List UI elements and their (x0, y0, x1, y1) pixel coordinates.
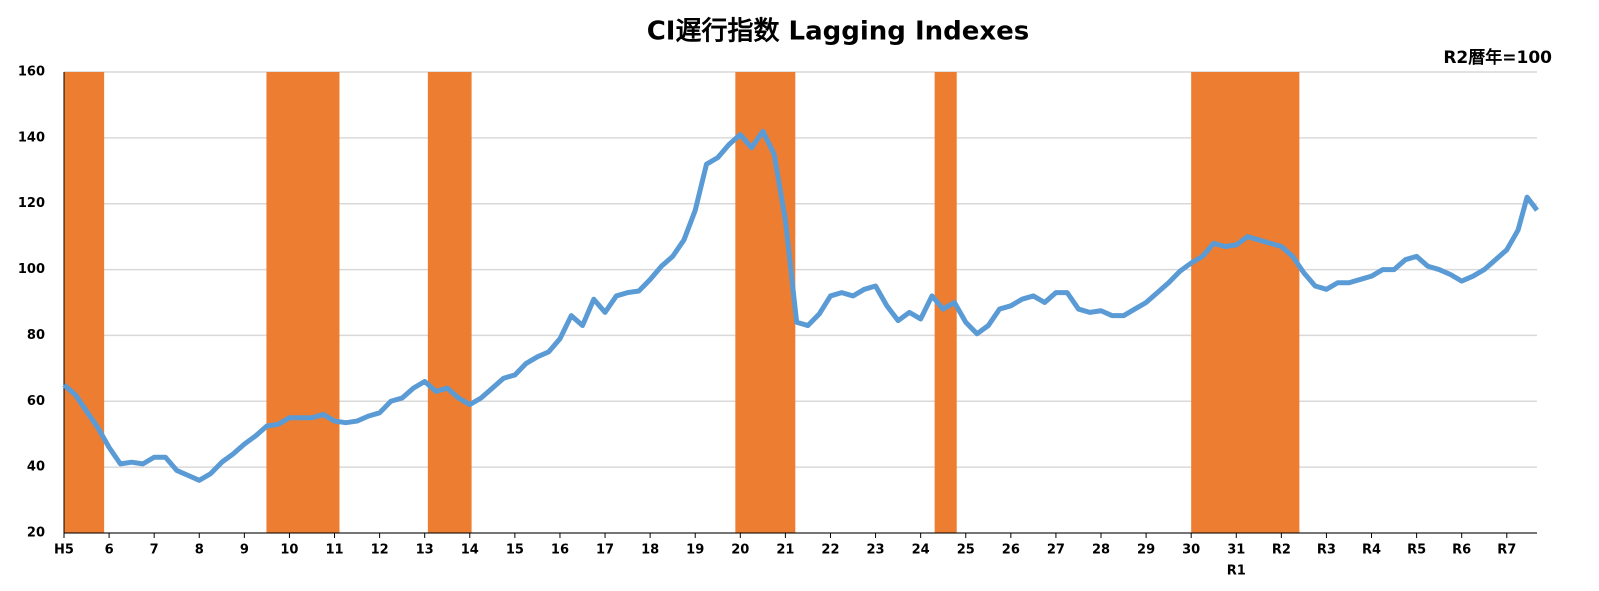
x-tick-label: R3 (1317, 543, 1336, 558)
x-tick-label: 27 (1047, 543, 1065, 558)
y-tick-label: 40 (27, 460, 45, 475)
x-tick-label: 23 (867, 543, 885, 558)
x-tick-label: R5 (1407, 543, 1426, 558)
x-tick-label: 28 (1092, 543, 1110, 558)
x-tick-label: 25 (957, 543, 975, 558)
x-tick-label: 6 (105, 543, 114, 558)
y-tick-label: 120 (18, 196, 45, 211)
y-tick-label: 60 (27, 394, 45, 409)
x-tick-label: 20 (731, 543, 749, 558)
x-tick-label: 10 (280, 543, 298, 558)
recession-band (934, 72, 957, 533)
y-tick-label: 20 (27, 526, 45, 541)
x-tick-label: R7 (1497, 543, 1516, 558)
x-tick-label: R6 (1452, 543, 1471, 558)
x-tick-label: 7 (150, 543, 159, 558)
y-tick-label: 140 (18, 130, 45, 145)
x-tick-label: 9 (240, 543, 249, 558)
x-tick-label: R2 (1272, 543, 1291, 558)
y-tick-label: 100 (18, 262, 45, 277)
x-tick-label: 18 (641, 543, 659, 558)
x-tick-label: 14 (461, 543, 479, 558)
y-tick-label: 160 (18, 65, 45, 80)
recession-band (1191, 72, 1300, 533)
x-tick-label: 17 (596, 543, 614, 558)
x-tick-label: R4 (1362, 543, 1381, 558)
x-tick-label: 15 (506, 543, 524, 558)
annotation: R1 (1227, 564, 1246, 579)
recession-band (64, 72, 105, 533)
x-tick-label: 26 (1002, 543, 1020, 558)
x-tick-label: 12 (371, 543, 389, 558)
x-tick-label: 24 (912, 543, 930, 558)
recession-band (266, 72, 340, 533)
x-tick-label: H5 (54, 543, 74, 558)
y-tick-label: 80 (27, 328, 45, 343)
x-tick-label: 13 (416, 543, 434, 558)
x-tick-label: 22 (821, 543, 839, 558)
x-tick-label: 8 (195, 543, 204, 558)
unit-note: R2暦年=100 (1443, 47, 1552, 68)
x-tick-label: 30 (1182, 543, 1200, 558)
x-tick-label: 29 (1137, 543, 1155, 558)
x-tick-label: 11 (325, 543, 343, 558)
x-tick-label: 16 (551, 543, 569, 558)
x-tick-label: 21 (776, 543, 794, 558)
x-tick-label: 31 (1227, 543, 1245, 558)
x-tick-label: 19 (686, 543, 704, 558)
data-line (62, 128, 1539, 483)
chart-title: CI遅行指数 Lagging Indexes (647, 16, 1030, 47)
recession-band (735, 72, 796, 533)
recession-band (427, 72, 472, 533)
